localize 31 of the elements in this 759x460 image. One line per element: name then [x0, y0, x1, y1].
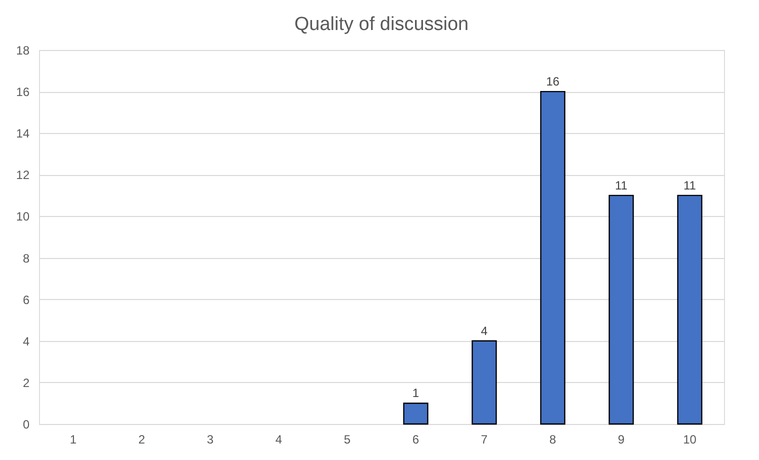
y-tick-label: 16: [16, 85, 30, 100]
x-tick-label: 4: [275, 432, 282, 446]
x-tick-label: 5: [344, 432, 351, 446]
data-label: 1: [412, 386, 420, 400]
data-label: 11: [684, 178, 696, 192]
y-tick-label: 2: [22, 376, 30, 390]
y-tick-label: 8: [22, 251, 30, 266]
bar: [472, 340, 497, 425]
bar: [403, 402, 428, 425]
y-tick-label: 10: [16, 210, 30, 224]
bar: [677, 194, 702, 425]
chart-title: Quality of discussion: [294, 14, 469, 35]
bar: [540, 90, 566, 425]
data-label: 4: [480, 324, 488, 338]
x-tick-label: 7: [480, 432, 488, 446]
data-label: 16: [546, 74, 560, 89]
x-tick-label: 3: [206, 432, 214, 446]
x-tick-label: 1: [70, 432, 77, 446]
x-tick-label: 10: [683, 432, 697, 446]
y-tick-label: 6: [22, 292, 30, 307]
y-tick-label: 12: [16, 168, 30, 182]
x-tick-label: 9: [618, 432, 625, 446]
y-tick-label: 4: [22, 334, 30, 348]
x-tick-label: 2: [138, 432, 146, 446]
y-tick-label: 18: [16, 44, 30, 58]
y-tick-label: 0: [22, 418, 30, 432]
data-label: 11: [615, 178, 628, 192]
x-tick-label: 8: [549, 432, 556, 446]
y-tick-label: 14: [16, 126, 30, 141]
bar: [608, 194, 634, 425]
x-tick-label: 6: [412, 432, 420, 446]
